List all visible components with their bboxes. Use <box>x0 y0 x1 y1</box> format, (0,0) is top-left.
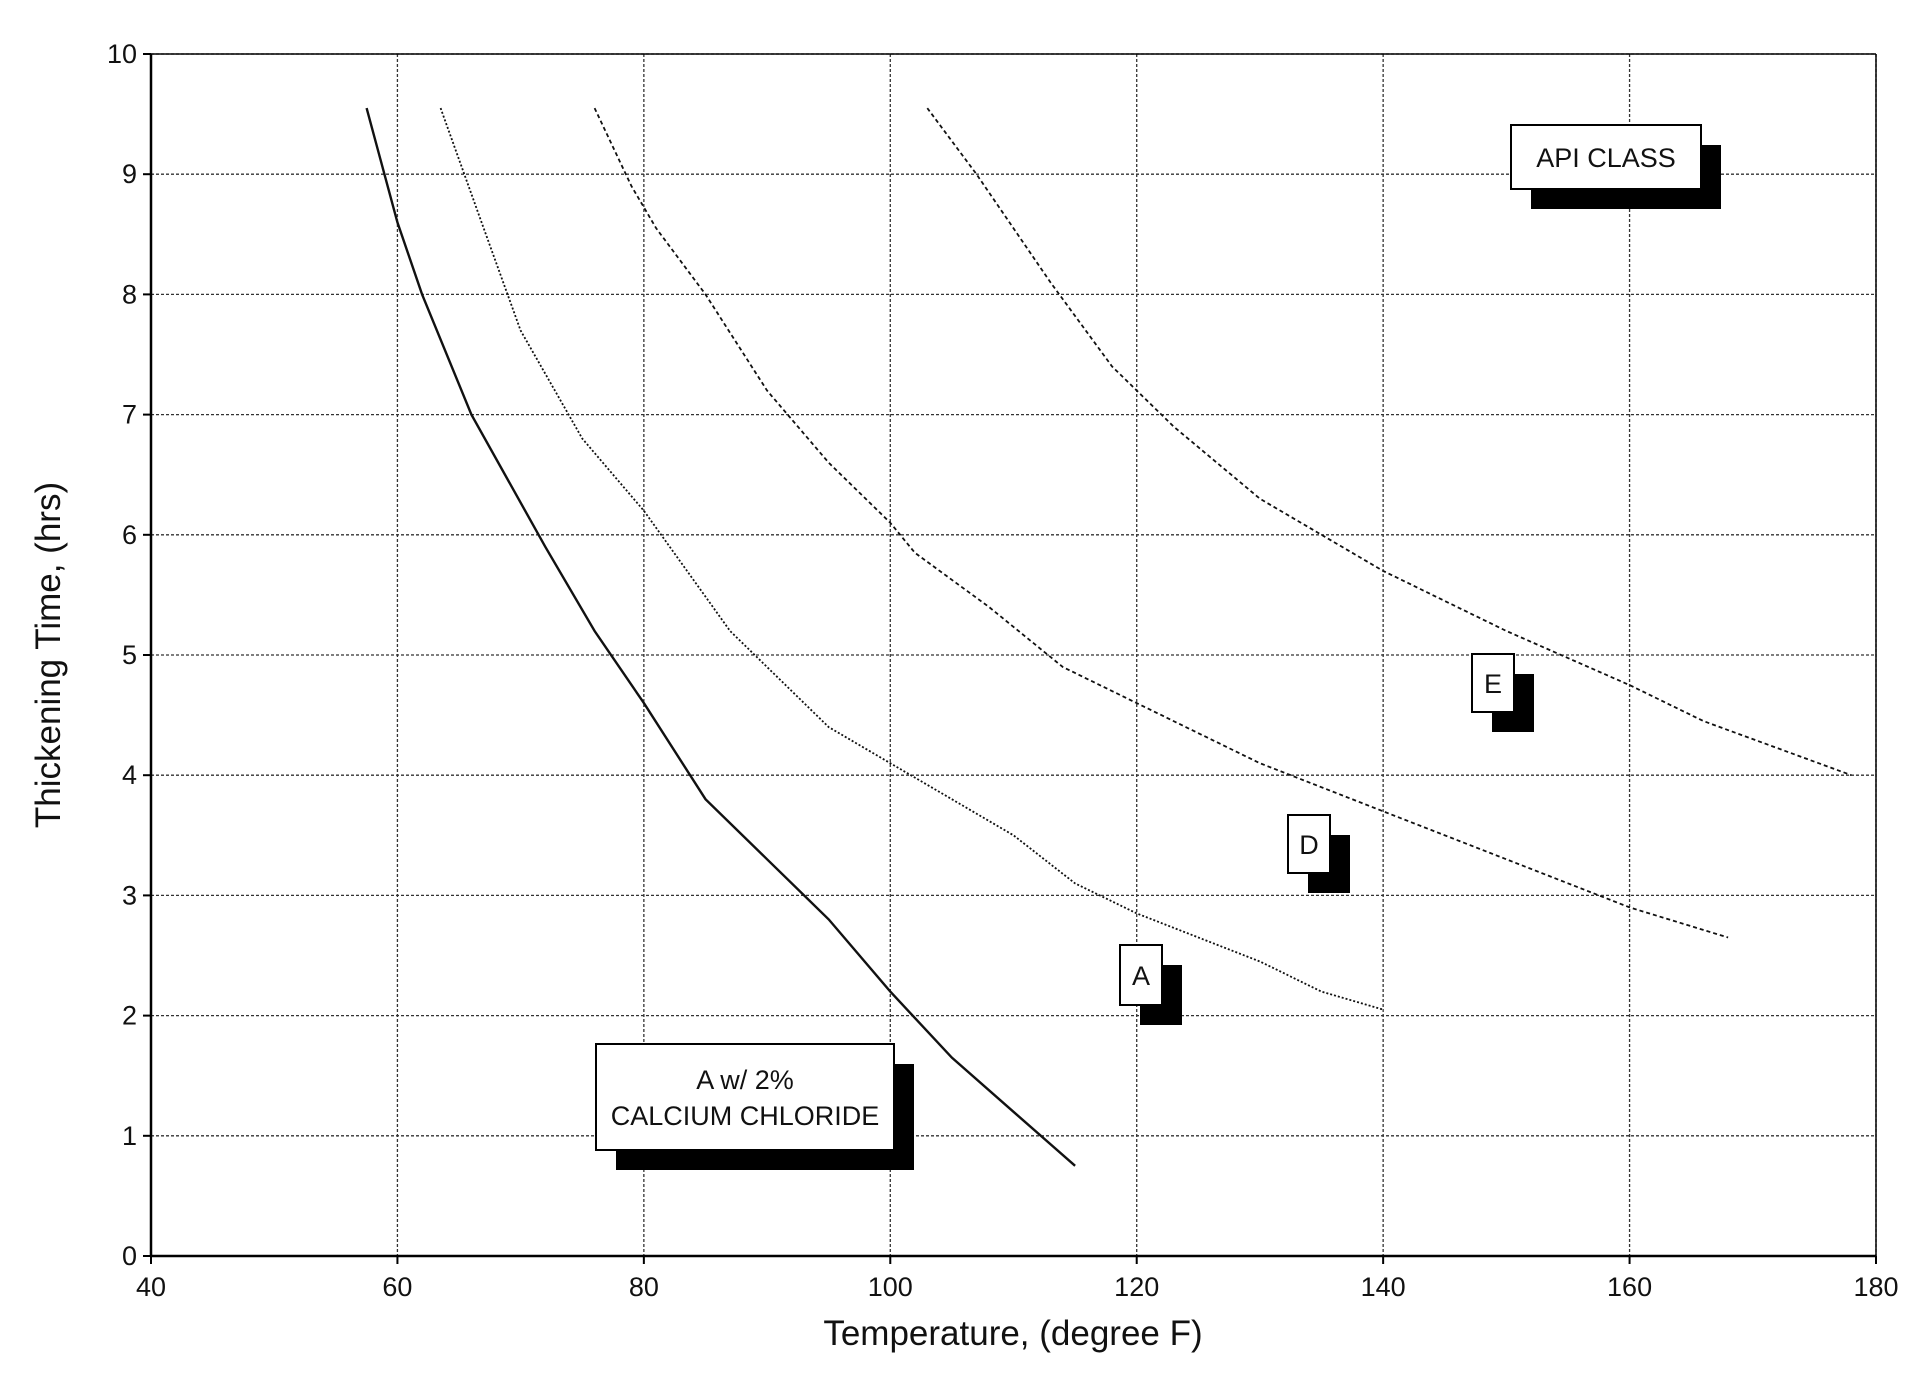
x-tick-label: 60 <box>382 1272 412 1302</box>
y-tick-label: 0 <box>122 1241 137 1271</box>
label-class-d: D <box>1287 814 1350 893</box>
label-box <box>1510 124 1702 190</box>
label-text: A w/ 2% <box>696 1065 794 1095</box>
y-axis-label: Thickening Time, (hrs) <box>29 482 68 828</box>
label-class-e: E <box>1471 653 1534 732</box>
y-tick-label: 8 <box>122 279 137 309</box>
x-tick-label: 160 <box>1607 1272 1652 1302</box>
y-tick-label: 7 <box>122 400 137 430</box>
legend-title-api-class: API CLASS <box>1510 124 1721 209</box>
series-line-a <box>439 107 1384 1011</box>
label-text: E <box>1484 669 1502 699</box>
y-tick-label: 5 <box>122 640 137 670</box>
label-box <box>595 1043 895 1151</box>
x-tick-label: 100 <box>868 1272 913 1302</box>
series-line-d <box>593 107 1729 939</box>
x-tick-label: 40 <box>136 1272 166 1302</box>
y-tick-label: 9 <box>122 159 137 189</box>
y-tick-label: 3 <box>122 880 137 910</box>
x-tick-label: 80 <box>629 1272 659 1302</box>
label-text: D <box>1299 830 1319 860</box>
y-tick-label: 1 <box>122 1121 137 1151</box>
label-cacl2: A w/ 2% CALCIUM CHLORIDE <box>595 1043 914 1170</box>
label-class-a: A <box>1119 944 1182 1025</box>
label-text: CALCIUM CHLORIDE <box>611 1101 880 1131</box>
y-tick-label: 4 <box>122 760 137 790</box>
label-box <box>1471 653 1515 713</box>
y-tick-label: 10 <box>107 39 137 69</box>
label-text: A <box>1132 961 1150 991</box>
ticks: 40 60 80 100 120 140 160 180 0 1 2 3 4 5 6 7 8 9 10 <box>107 39 1899 1302</box>
x-tick-label: 180 <box>1853 1272 1898 1302</box>
x-axis-label: Temperature, (degree F) <box>823 1314 1202 1353</box>
y-tick-label: 6 <box>122 520 137 550</box>
series-labels: API CLASS E D A A w/ 2% CALCIUM CHLORIDE <box>595 124 1721 1170</box>
x-tick-label: 140 <box>1361 1272 1406 1302</box>
x-tick-label: 120 <box>1114 1272 1159 1302</box>
label-box <box>1287 814 1331 874</box>
y-tick-label: 2 <box>122 1001 137 1031</box>
series-line-e <box>926 107 1852 777</box>
label-text: API CLASS <box>1536 143 1676 173</box>
series-line-a-cacl2 <box>365 107 1076 1167</box>
grid <box>150 53 1877 1257</box>
label-box <box>1119 944 1163 1006</box>
series-lines <box>365 107 1852 1167</box>
